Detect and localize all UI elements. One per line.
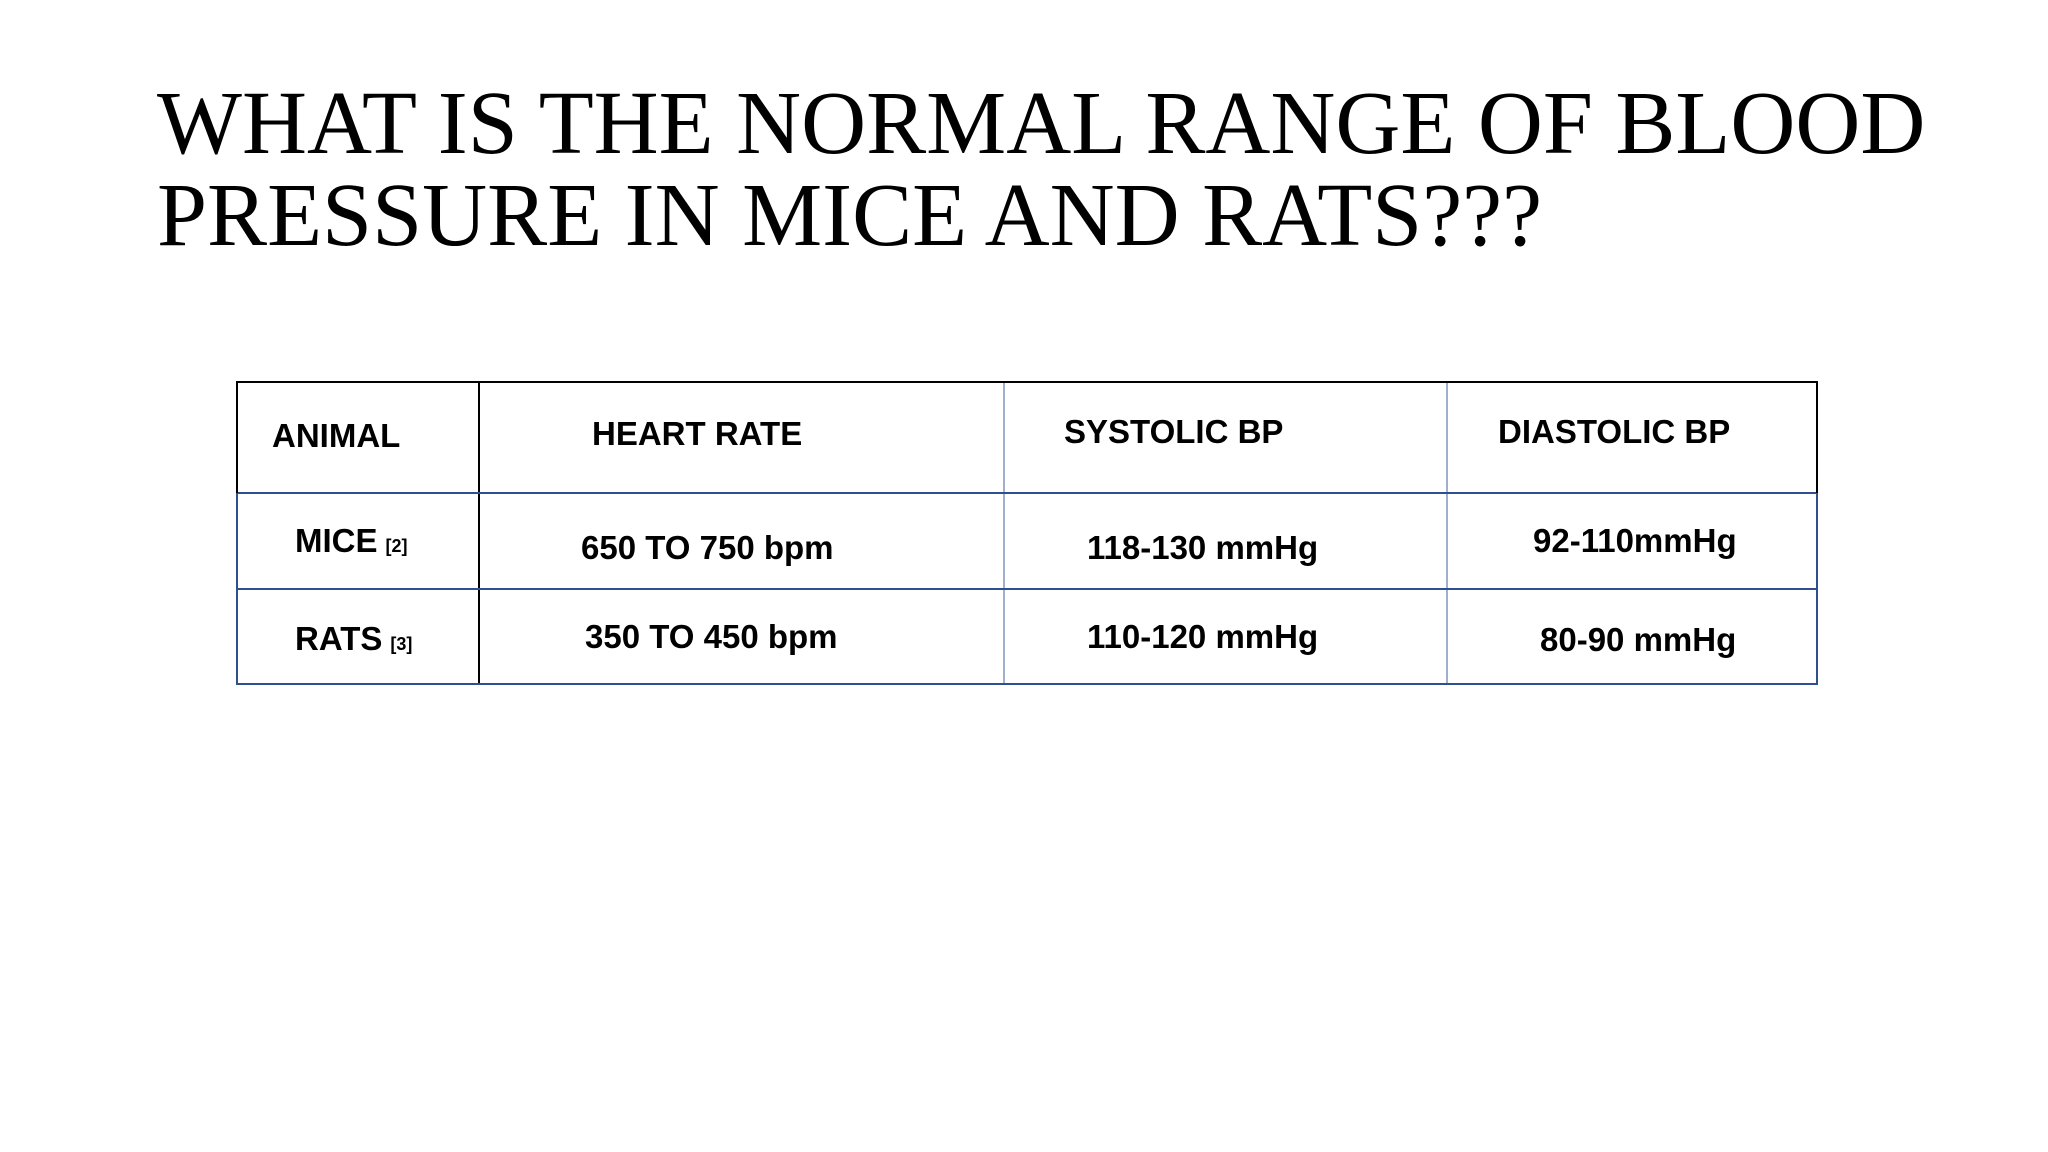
- title-line: PRESSURE IN MICE AND RATS???: [157, 166, 1543, 265]
- header-border: [236, 381, 1818, 493]
- animal: RATS: [295, 620, 383, 657]
- title-line: WHAT IS THE NORMAL RANGE OF BLOOD: [157, 74, 1926, 173]
- systolic-cell: 118-130 mmHg: [1087, 529, 1319, 566]
- body-border: [236, 492, 1818, 685]
- diastolic-cell: 80-90 mmHg: [1540, 621, 1737, 658]
- systolic-cell: 110-120 mmHg: [1087, 618, 1319, 655]
- header-cell: DIASTOLIC BP: [1498, 413, 1731, 450]
- animal: MICE: [295, 522, 378, 559]
- animal-cell: MICE [2]: [295, 522, 408, 560]
- slide-title: WHAT IS THE NORMAL RANGE OF BLOOD PRESSUR…: [157, 78, 1925, 262]
- heart-rate-cell: 650 TO 750 bpm: [581, 529, 834, 566]
- reference: [2]: [385, 536, 408, 556]
- diastolic-cell: 92-110mmHg: [1533, 522, 1737, 559]
- animal-cell: RATS [3]: [295, 620, 412, 658]
- header-cell: ANIMAL: [272, 417, 401, 454]
- header-cell: SYSTOLIC BP: [1064, 413, 1284, 450]
- reference: [3]: [390, 634, 413, 654]
- inner-lines: [1003, 382, 1448, 684]
- header-cell: HEART RATE: [592, 415, 803, 452]
- heart-rate-cell: 350 TO 450 bpm: [585, 618, 838, 655]
